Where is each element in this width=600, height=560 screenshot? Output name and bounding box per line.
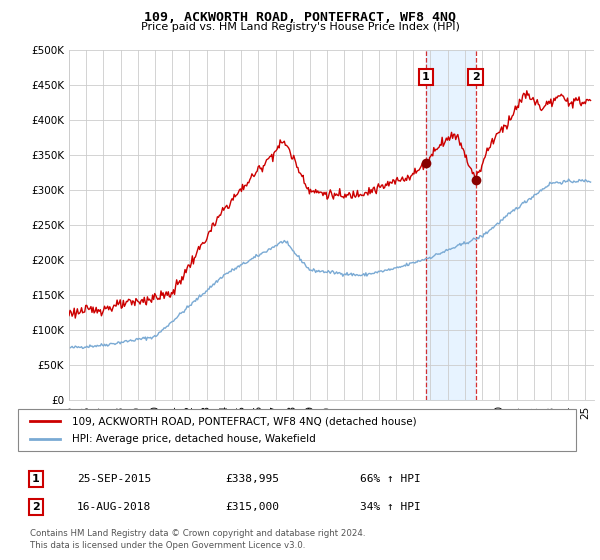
Text: HPI: Average price, detached house, Wakefield: HPI: Average price, detached house, Wake… [72, 434, 316, 444]
Text: 2: 2 [32, 502, 40, 512]
Text: This data is licensed under the Open Government Licence v3.0.: This data is licensed under the Open Gov… [30, 542, 305, 550]
Text: 1: 1 [32, 474, 40, 484]
Text: 1: 1 [422, 72, 430, 82]
Text: 109, ACKWORTH ROAD, PONTEFRACT, WF8 4NQ (detached house): 109, ACKWORTH ROAD, PONTEFRACT, WF8 4NQ … [72, 417, 416, 426]
Text: 25-SEP-2015: 25-SEP-2015 [77, 474, 151, 484]
Text: £315,000: £315,000 [225, 502, 279, 512]
Text: 16-AUG-2018: 16-AUG-2018 [77, 502, 151, 512]
Text: 2: 2 [472, 72, 479, 82]
Text: 34% ↑ HPI: 34% ↑ HPI [359, 502, 421, 512]
Text: Contains HM Land Registry data © Crown copyright and database right 2024.: Contains HM Land Registry data © Crown c… [30, 529, 365, 538]
Text: £338,995: £338,995 [225, 474, 279, 484]
Text: 109, ACKWORTH ROAD, PONTEFRACT, WF8 4NQ: 109, ACKWORTH ROAD, PONTEFRACT, WF8 4NQ [144, 11, 456, 24]
Text: 66% ↑ HPI: 66% ↑ HPI [359, 474, 421, 484]
Text: Price paid vs. HM Land Registry's House Price Index (HPI): Price paid vs. HM Land Registry's House … [140, 22, 460, 32]
